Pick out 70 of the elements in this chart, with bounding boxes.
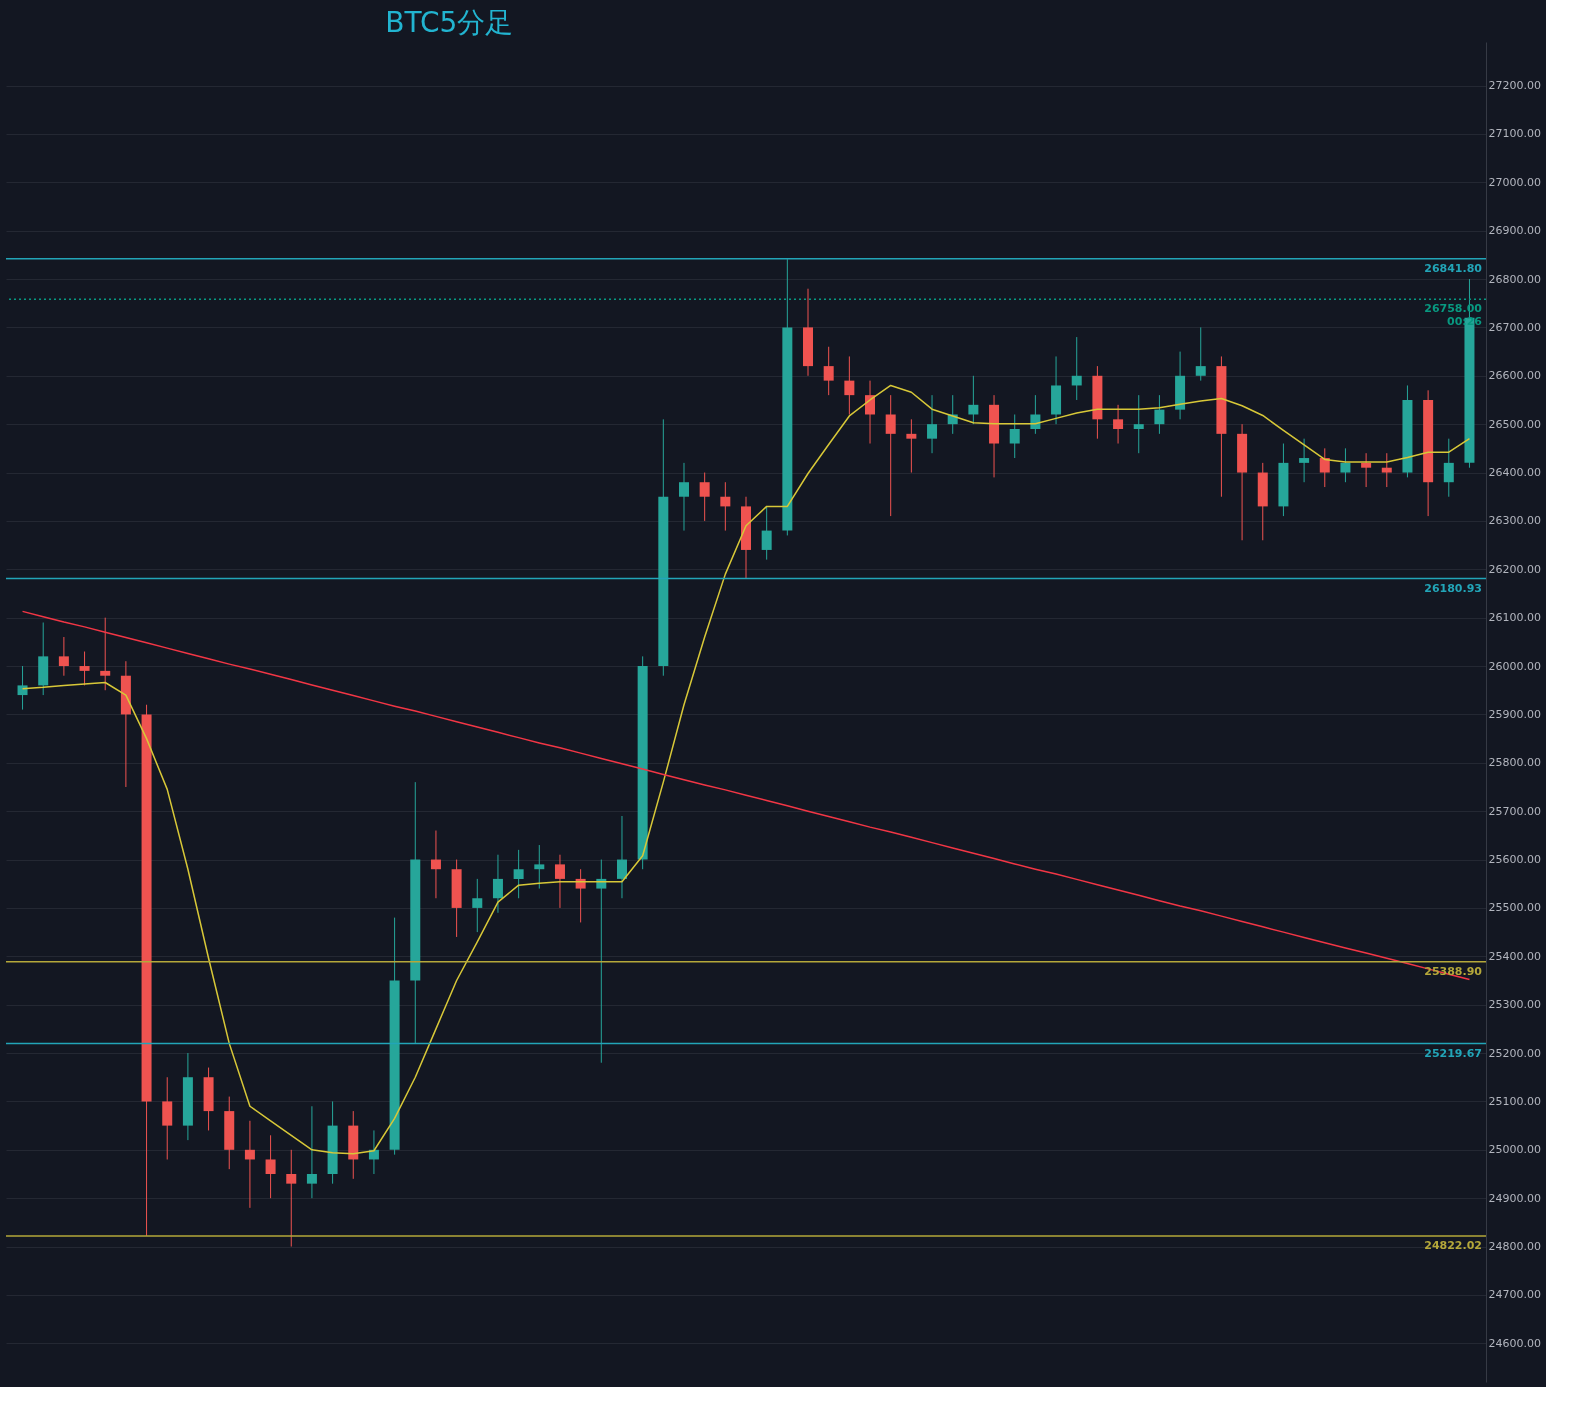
y-tick-label: 26100.00 — [1488, 611, 1541, 625]
y-tick-label: 26700.00 — [1488, 320, 1541, 334]
candlestick — [968, 375, 979, 425]
candlestick — [1071, 336, 1082, 401]
candlestick — [699, 472, 710, 522]
y-tick-label: 27000.00 — [1488, 175, 1541, 189]
candlestick — [1340, 447, 1351, 483]
candlestick — [885, 394, 896, 517]
candlestick — [1133, 394, 1144, 454]
ref-line-label: 26841.80 — [1424, 261, 1483, 275]
y-tick-label: 26400.00 — [1488, 466, 1541, 480]
y-tick-label: 24600.00 — [1488, 1336, 1541, 1350]
candlestick — [1443, 438, 1454, 498]
candlestick — [492, 854, 503, 914]
y-tick-label: 26300.00 — [1488, 514, 1541, 528]
y-tick-label: 25300.00 — [1488, 998, 1541, 1012]
candlestick — [1361, 452, 1372, 488]
candlestick — [1009, 413, 1020, 459]
y-tick-label: 24800.00 — [1488, 1240, 1541, 1254]
candlestick — [927, 394, 938, 454]
candlestick — [1319, 447, 1330, 488]
candlestick — [1154, 394, 1165, 435]
candlestick — [761, 505, 772, 561]
candlestick — [265, 1134, 276, 1199]
ref-line-label: 24822.02 — [1424, 1238, 1482, 1252]
ref-line-label: 25219.67 — [1424, 1046, 1482, 1060]
candlestick — [823, 346, 834, 396]
y-tick-label: 25100.00 — [1488, 1094, 1541, 1108]
chart-title: BTC5分足 — [385, 6, 514, 39]
y-tick-label: 24700.00 — [1488, 1288, 1541, 1302]
candlestick — [430, 830, 441, 899]
candlestick — [513, 849, 524, 899]
ref-line-label: 26180.93 — [1424, 581, 1482, 595]
y-tick-label: 26800.00 — [1488, 272, 1541, 286]
candlestick — [79, 651, 90, 686]
candlestick — [472, 878, 483, 933]
y-tick-label: 25200.00 — [1488, 1046, 1541, 1060]
y-tick-label: 25700.00 — [1488, 804, 1541, 818]
y-tick-label: 25500.00 — [1488, 901, 1541, 915]
candlestick — [286, 1149, 297, 1248]
candlestick — [616, 815, 627, 899]
candlestick — [1299, 438, 1310, 483]
y-tick-label: 26500.00 — [1488, 417, 1541, 431]
candlestick — [906, 418, 917, 474]
y-tick-label: 27200.00 — [1488, 79, 1541, 93]
candlestick — [1030, 394, 1041, 435]
candlestick — [17, 665, 28, 711]
candlestick — [244, 1120, 255, 1209]
candlestick — [1195, 326, 1206, 382]
y-tick-label: 25600.00 — [1488, 853, 1541, 867]
y-tick-label: 26000.00 — [1488, 659, 1541, 673]
y-tick-label: 25400.00 — [1488, 949, 1541, 963]
candlestick — [1113, 404, 1124, 445]
candlestick — [306, 1105, 317, 1199]
candlestick — [678, 462, 689, 532]
y-tick-label: 25900.00 — [1488, 707, 1541, 721]
candlestick — [58, 636, 69, 677]
y-tick-label: 25800.00 — [1488, 756, 1541, 770]
candlestick — [100, 617, 111, 691]
y-tick-label: 27100.00 — [1488, 127, 1541, 141]
y-tick-label: 26200.00 — [1488, 562, 1541, 576]
candlestick — [1381, 452, 1392, 488]
candlestick — [554, 854, 565, 909]
candlestick — [844, 355, 855, 415]
y-tick-label: 26600.00 — [1488, 369, 1541, 383]
candlestick — [720, 481, 731, 532]
y-tick-label: 26900.00 — [1488, 224, 1541, 238]
y-tick-label: 24900.00 — [1488, 1191, 1541, 1205]
candlestick — [534, 844, 545, 890]
y-tick-label: 25000.00 — [1488, 1143, 1541, 1157]
